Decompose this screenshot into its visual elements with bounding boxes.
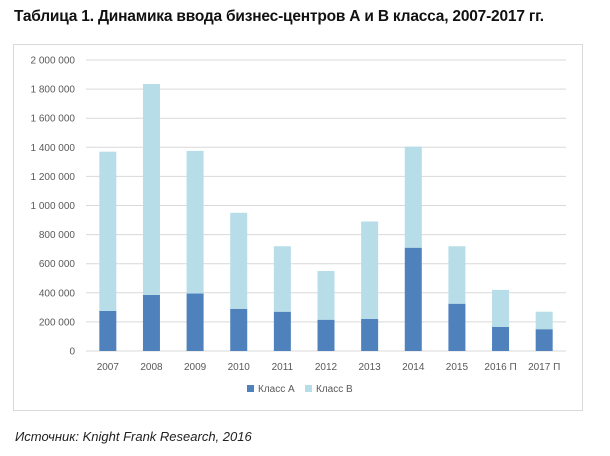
- x-tick-label: 2012: [315, 362, 338, 373]
- bar-class-a: [448, 303, 466, 351]
- y-tick-label: 1 800 000: [31, 85, 76, 96]
- y-tick-label: 1 000 000: [31, 201, 76, 212]
- y-tick-label: 400 000: [39, 288, 76, 299]
- chart-title: Таблица 1. Динамика ввода бизнес-центров…: [14, 8, 544, 25]
- legend-swatch-class-b: [305, 385, 312, 392]
- bar-class-a: [535, 329, 553, 351]
- y-tick-label: 200 000: [39, 317, 76, 328]
- bar-class-b: [492, 289, 510, 327]
- bar-class-a: [273, 311, 291, 351]
- bar-class-b: [404, 146, 422, 248]
- bar-class-b: [317, 270, 335, 320]
- bar-class-b: [535, 311, 553, 330]
- bar-class-b: [99, 151, 117, 311]
- bar-class-b: [448, 246, 466, 304]
- y-tick-label: 1 400 000: [31, 143, 76, 154]
- x-tick-label: 2011: [272, 362, 294, 373]
- bar-class-a: [230, 308, 248, 351]
- y-tick-label: 2 000 000: [31, 56, 76, 67]
- y-tick-label: 800 000: [39, 230, 76, 241]
- bar-class-a: [404, 247, 422, 351]
- bar-class-a: [186, 293, 204, 351]
- bar-class-b: [230, 212, 248, 309]
- bar-class-a: [492, 326, 510, 351]
- x-tick-label: 2007: [97, 362, 120, 373]
- x-tick-label: 2010: [228, 362, 251, 373]
- bar-class-b: [186, 150, 204, 294]
- x-tick-label: 2008: [140, 362, 163, 373]
- legend-label-class-a: Класс А: [258, 384, 295, 395]
- bar-class-a: [99, 310, 117, 351]
- legend-label-class-b: Класс В: [316, 384, 353, 395]
- legend-swatch-class-a: [247, 385, 254, 392]
- bar-class-b: [142, 84, 160, 295]
- x-tick-label: 2014: [402, 362, 425, 373]
- y-tick-label: 0: [69, 347, 75, 358]
- source-note: Источник: Knight Frank Research, 2016: [15, 429, 252, 444]
- bar-class-a: [361, 318, 379, 351]
- x-tick-label: 2017 П: [528, 362, 560, 373]
- y-tick-label: 600 000: [39, 259, 76, 270]
- y-tick-label: 1 200 000: [31, 172, 76, 183]
- x-tick-label: 2013: [359, 362, 382, 373]
- bar-class-b: [273, 246, 291, 312]
- bar-chart: 0 200 000 400 000 600 000 800 000 1 000 000 1 …: [31, 56, 566, 395]
- chart-frame: [13, 44, 583, 411]
- x-tick-label: 2015: [446, 362, 469, 373]
- bar-class-a: [317, 319, 335, 351]
- bar-class-a: [142, 294, 160, 351]
- x-tick-label: 2009: [184, 362, 207, 373]
- bar-class-b: [361, 221, 379, 319]
- x-tick-label: 2016 П: [484, 362, 516, 373]
- y-tick-label: 1 600 000: [31, 114, 76, 125]
